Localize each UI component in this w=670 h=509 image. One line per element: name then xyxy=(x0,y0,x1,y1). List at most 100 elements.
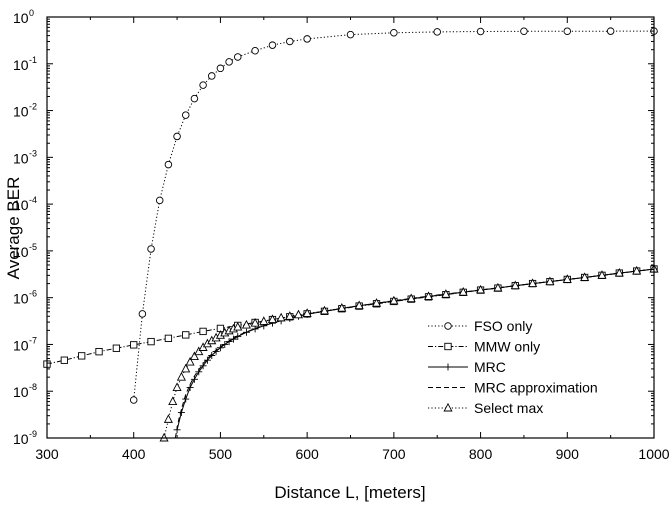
plot-frame xyxy=(46,16,655,439)
y-tick-label-base: 10 xyxy=(13,57,29,73)
data-point-select-max xyxy=(302,308,312,317)
x-tick-labels: 300 400 500 600 700 800 900 1000 xyxy=(35,446,669,462)
data-point-mmw-only xyxy=(147,337,155,346)
data-point-select-max xyxy=(259,316,269,325)
data-point-select-max xyxy=(580,272,590,281)
data-point-fso-only xyxy=(563,27,572,35)
x-tick-label: 600 xyxy=(295,446,319,462)
data-point-fso-only xyxy=(390,29,398,37)
legend-item-mmw-only: MMW only xyxy=(428,339,540,355)
data-point-select-max xyxy=(371,298,382,307)
y-tick-label-exponent: -9 xyxy=(29,429,37,439)
legend-marker-mrc xyxy=(444,363,452,371)
data-point-mrc xyxy=(208,352,216,360)
y-tick-label-exponent: -1 xyxy=(29,55,37,65)
y-tick-label-base: 10 xyxy=(13,244,29,260)
data-point-fso-only xyxy=(234,53,242,61)
data-point-fso-only xyxy=(216,64,225,73)
y-tick-label-exponent: -4 xyxy=(29,195,37,205)
legend-item-mrc-approximation: MRC approximation xyxy=(428,380,598,396)
data-point-mrc xyxy=(195,368,203,376)
data-point-select-max xyxy=(172,382,182,391)
data-point-select-max xyxy=(562,274,572,283)
data-point-mmw-only xyxy=(95,348,103,356)
legend: FSO only MMW only MRC MRC approximation Sele… xyxy=(428,318,598,416)
series-line-mrc xyxy=(176,268,654,430)
legend-label-mrc: MRC xyxy=(474,359,506,375)
data-point-select-max xyxy=(293,309,304,319)
legend-label-mmw-only: MMW only xyxy=(474,339,540,355)
data-point-mmw-only xyxy=(60,356,68,364)
x-tick-label: 900 xyxy=(556,446,580,462)
data-point-select-max xyxy=(337,303,347,312)
x-axis-title: Distance L, [meters] xyxy=(274,483,425,502)
data-point-fso-only xyxy=(173,132,181,141)
x-tick-label: 300 xyxy=(35,446,59,462)
data-point-select-max xyxy=(250,318,260,327)
data-point-fso-only xyxy=(225,58,233,66)
y-tick-label-exponent: -7 xyxy=(29,335,37,345)
data-point-fso-only xyxy=(346,30,355,39)
x-tick-label: 700 xyxy=(382,446,406,462)
data-point-select-max xyxy=(441,289,451,298)
y-tick-label-base: 10 xyxy=(13,197,29,213)
y-tick-label-base: 10 xyxy=(13,104,29,120)
data-point-fso-only xyxy=(303,35,311,43)
legend-label-mrc-approximation: MRC approximation xyxy=(474,380,598,396)
data-point-select-max xyxy=(276,312,286,322)
data-point-fso-only xyxy=(476,27,485,36)
data-point-mrc xyxy=(199,362,207,370)
data-point-mrc xyxy=(234,332,242,340)
data-point-mrc xyxy=(177,409,185,417)
data-point-select-max xyxy=(406,293,416,303)
data-point-mrc xyxy=(182,395,190,403)
data-point-mmw-only xyxy=(112,344,121,352)
data-point-mmw-only xyxy=(78,352,86,360)
data-point-mrc xyxy=(221,340,229,348)
data-point-select-max xyxy=(267,314,278,324)
y-tick-label-exponent: 0 xyxy=(29,8,34,18)
legend-item-mrc: MRC xyxy=(428,359,506,375)
data-point-mrc xyxy=(203,356,211,364)
x-tick-label: 500 xyxy=(209,446,233,462)
data-point-mmw-only xyxy=(130,341,138,349)
data-point-fso-only xyxy=(155,196,164,205)
marker-layer xyxy=(43,27,659,442)
y-tick-label-exponent: -8 xyxy=(29,382,37,392)
data-point-mmw-only xyxy=(199,327,207,336)
data-point-select-max xyxy=(319,305,330,315)
data-point-mrc xyxy=(225,338,233,346)
data-point-mmw-only xyxy=(182,331,190,339)
data-point-fso-only xyxy=(147,245,155,253)
data-point-fso-only xyxy=(433,28,441,36)
data-point-mrc xyxy=(242,328,250,336)
y-tick-label-exponent: -2 xyxy=(29,102,37,112)
series-line-fso-only xyxy=(133,30,654,401)
data-point-fso-only xyxy=(181,111,190,119)
data-point-fso-only xyxy=(129,396,138,404)
data-point-mmw-only xyxy=(164,334,173,342)
data-point-fso-only xyxy=(199,81,207,89)
data-point-select-max xyxy=(163,414,173,423)
data-point-select-max xyxy=(510,280,520,290)
series-markers-mrc xyxy=(173,265,658,434)
data-point-fso-only xyxy=(251,46,259,55)
data-point-select-max xyxy=(181,363,191,373)
data-point-mrc xyxy=(190,375,198,383)
data-point-fso-only xyxy=(520,27,528,36)
data-point-select-max xyxy=(194,346,204,356)
data-point-fso-only xyxy=(190,94,199,103)
x-tick-label: 1000 xyxy=(638,446,669,462)
data-point-select-max xyxy=(476,284,486,294)
y-tick-label-base: 10 xyxy=(13,150,29,166)
data-point-select-max xyxy=(597,270,607,279)
y-tick-label-exponent: -3 xyxy=(29,148,37,158)
data-point-mrc xyxy=(173,426,181,434)
data-point-select-max xyxy=(458,287,468,296)
legend-item-fso-only: FSO only xyxy=(428,318,532,334)
data-point-select-max xyxy=(168,396,178,406)
data-point-select-max xyxy=(423,291,434,300)
